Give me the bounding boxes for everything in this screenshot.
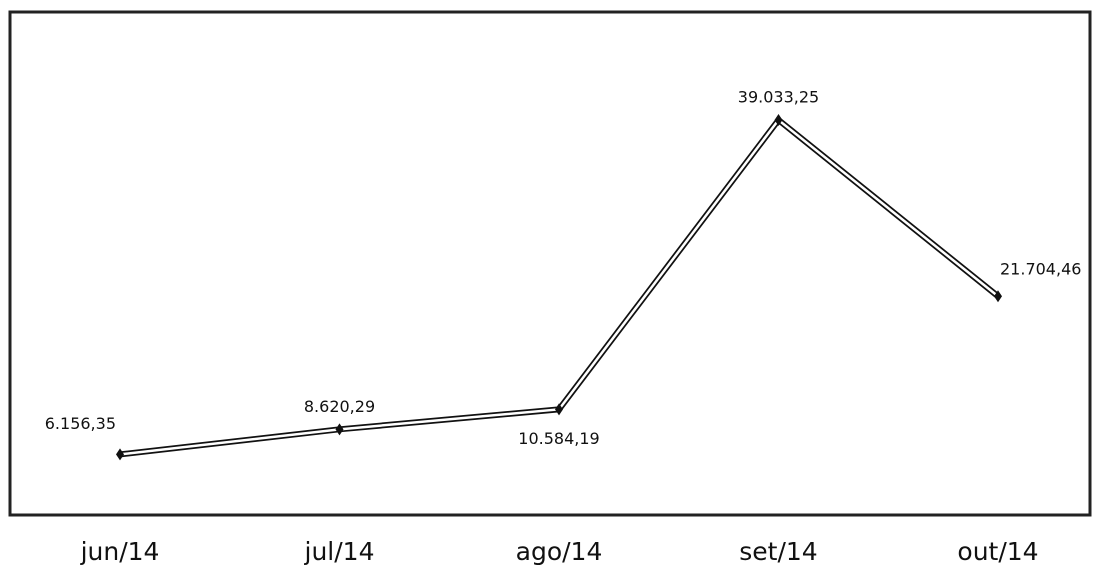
x-tick-label: ago/14 xyxy=(516,537,603,566)
plot-frame xyxy=(8,10,1092,517)
data-label: 39.033,25 xyxy=(738,88,819,107)
x-tick-label: jun/14 xyxy=(80,537,160,566)
marker xyxy=(994,290,1002,303)
data-label: 6.156,35 xyxy=(45,414,116,433)
x-tick-label: set/14 xyxy=(739,537,817,566)
marker xyxy=(774,114,783,126)
marker xyxy=(116,448,124,461)
marker xyxy=(335,423,344,436)
data-label: 21.704,46 xyxy=(1000,260,1081,279)
data-label: 10.584,19 xyxy=(518,429,599,448)
data-label: 8.620,29 xyxy=(304,397,375,416)
x-tick-label: out/14 xyxy=(957,537,1038,566)
marker xyxy=(555,403,563,416)
x-tick-label: jul/14 xyxy=(304,537,375,566)
